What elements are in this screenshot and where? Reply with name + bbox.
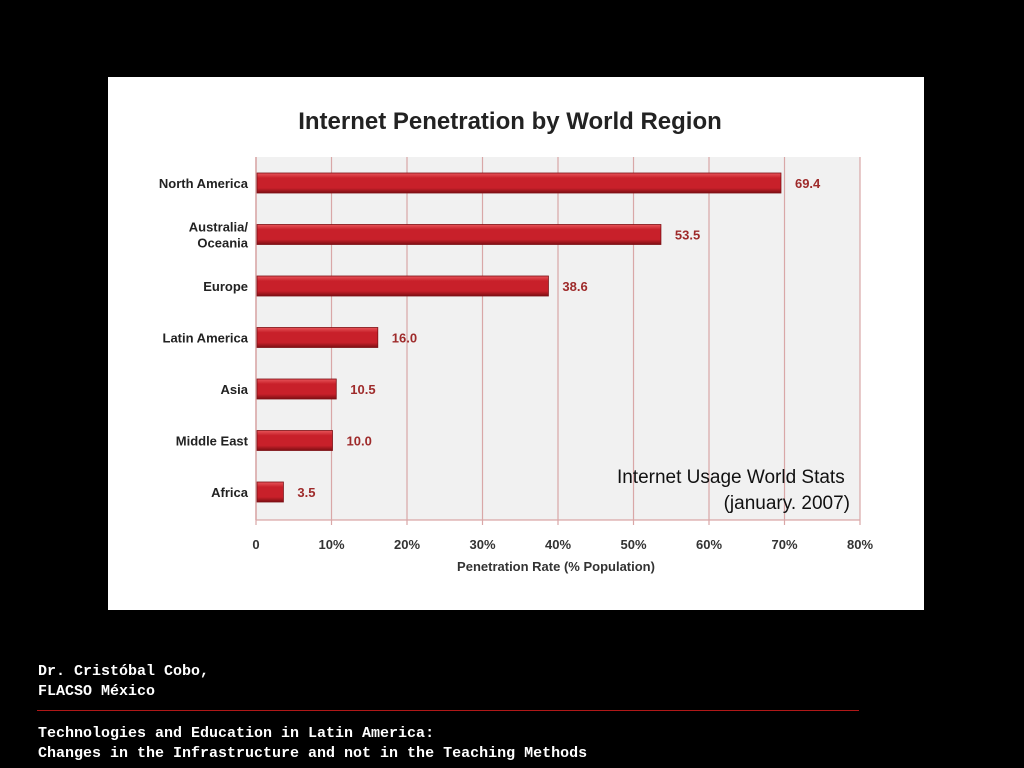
bar-3: [256, 327, 379, 348]
category-label-line: Australia/: [189, 220, 249, 235]
x-tick-label: 50%: [620, 537, 646, 552]
x-axis-ticks: 0 10% 20% 30% 40% 50% 60% 70% 80%: [252, 520, 873, 552]
category-label: Australia/Oceania: [189, 220, 249, 251]
value-label: 69.4: [795, 176, 821, 191]
category-label-line: Middle East: [176, 434, 249, 449]
bar-chart: Internet Penetration by World Region 69.…: [159, 108, 874, 574]
footer-title-line-2: Changes in the Infrastructure and not in…: [38, 745, 588, 762]
category-labels: North America Australia/Oceania Europe Lati…: [159, 176, 249, 500]
category-label-line: Europe: [203, 279, 248, 294]
category-label: North America: [159, 176, 249, 191]
footer-divider: [37, 710, 859, 711]
bar-1: [256, 224, 662, 245]
bar-5: [256, 430, 333, 451]
x-tick-label: 20%: [394, 537, 420, 552]
category-label-line: North America: [159, 176, 249, 191]
source-annotation: Internet Usage World Stats (january. 200…: [617, 467, 850, 514]
x-tick-label: 60%: [696, 537, 722, 552]
category-label: Asia: [221, 382, 249, 397]
x-tick-label: 70%: [771, 537, 797, 552]
category-label: Europe: [203, 279, 248, 294]
value-label: 10.5: [350, 382, 375, 397]
category-label-line: Oceania: [197, 236, 248, 251]
value-label: 38.6: [562, 279, 587, 294]
bar-4: [256, 378, 337, 400]
x-tick-label: 40%: [545, 537, 571, 552]
source-annotation-line-1: Internet Usage World Stats: [617, 467, 845, 488]
x-tick-label: 30%: [469, 537, 495, 552]
bars: 69.4 53.5 38.6 16.0 10.5 10.0 3.5: [256, 172, 821, 503]
category-label: Africa: [211, 485, 249, 500]
value-label: 3.5: [297, 485, 315, 500]
x-tick-label: 10%: [318, 537, 344, 552]
chart-panel: Internet Penetration by World Region 69.…: [108, 77, 924, 610]
value-label: 10.0: [347, 434, 372, 449]
bar-2: [256, 275, 549, 297]
footer-author: Dr. Cristóbal Cobo,: [38, 663, 210, 680]
category-label-line: Latin America: [163, 331, 249, 346]
x-tick-label: 80%: [847, 537, 873, 552]
x-axis-label: Penetration Rate (% Population): [457, 559, 655, 574]
category-label: Middle East: [176, 434, 249, 449]
bar-6: [256, 481, 284, 503]
category-label-line: Asia: [221, 382, 249, 397]
footer-title-line-1: Technologies and Education in Latin Amer…: [38, 725, 435, 742]
source-annotation-line-2: (january. 2007): [724, 493, 850, 514]
category-label-line: Africa: [211, 485, 249, 500]
bar-0: [256, 172, 782, 194]
value-label: 16.0: [392, 331, 417, 346]
category-label: Latin America: [163, 331, 249, 346]
footer-affiliation: FLACSO México: [38, 683, 156, 700]
chart-title: Internet Penetration by World Region: [298, 108, 722, 135]
x-tick-label: 0: [252, 537, 259, 552]
value-label: 53.5: [675, 228, 700, 243]
